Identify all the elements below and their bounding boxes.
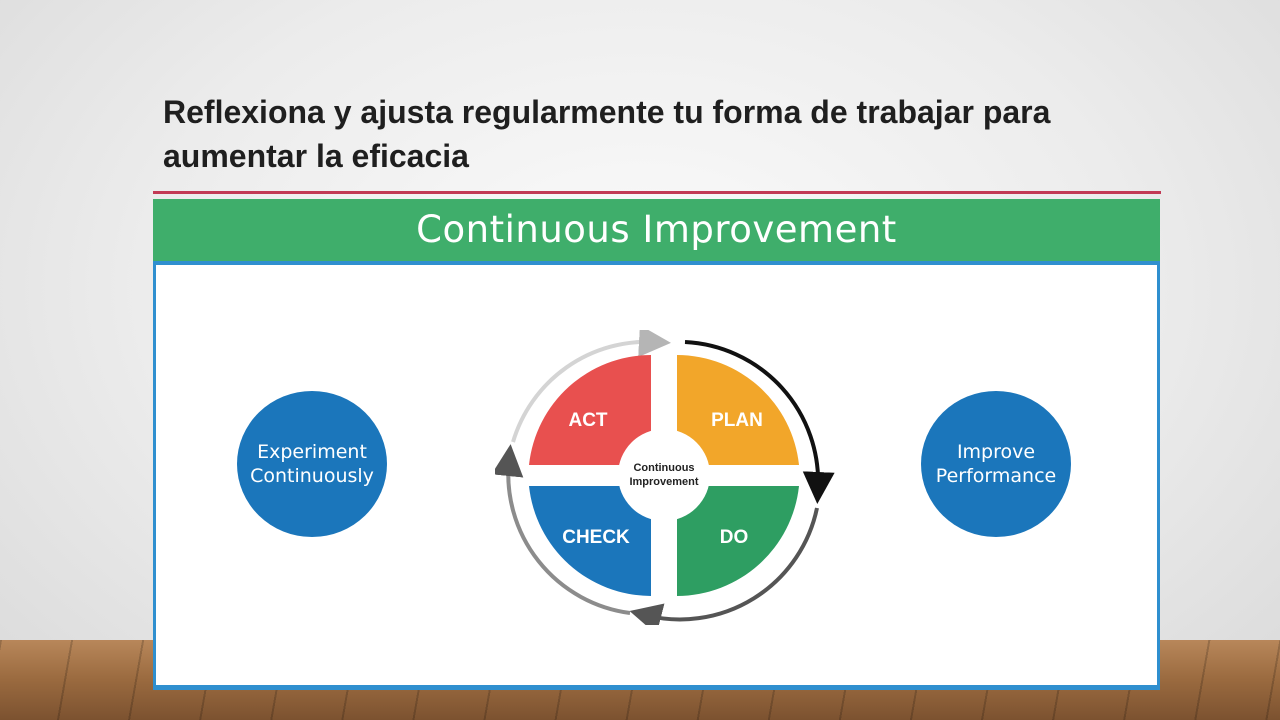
quadrant-plan — [677, 355, 799, 465]
improve-performance-label: Improve Performance — [935, 441, 1057, 487]
center-label-line2: Improvement — [629, 476, 698, 488]
arrow-plan-to-do — [684, 340, 835, 504]
quadrant-do — [677, 486, 799, 596]
improve-performance-bubble: Improve Performance — [921, 391, 1071, 537]
center-hub — [618, 429, 710, 521]
diagram-banner: Continuous Improvement — [153, 199, 1160, 261]
slide-title: Reflexiona y ajusta regularmente tu form… — [163, 94, 1051, 174]
arrow-check-to-act — [495, 444, 631, 615]
diagram-banner-title: Continuous Improvement — [416, 208, 897, 251]
quadrant-plan-label: PLAN — [711, 410, 763, 431]
experiment-continuously-label: Experiment Continuously — [250, 441, 374, 487]
quadrant-check-label: CHECK — [562, 527, 630, 548]
pdca-cycle-diagram: ACT PLAN DO CHECK Continuous Improvement — [495, 330, 835, 625]
arrow-act-to-plan — [511, 330, 671, 443]
quadrant-do-label: DO — [720, 527, 749, 548]
arrow-do-to-check — [629, 507, 819, 625]
quadrant-act — [529, 355, 651, 465]
center-label-line1: Continuous — [633, 462, 694, 474]
quadrant-act-label: ACT — [568, 410, 607, 431]
quadrant-check — [529, 486, 651, 596]
title-divider — [153, 191, 1161, 194]
experiment-continuously-bubble: Experiment Continuously — [237, 391, 387, 537]
